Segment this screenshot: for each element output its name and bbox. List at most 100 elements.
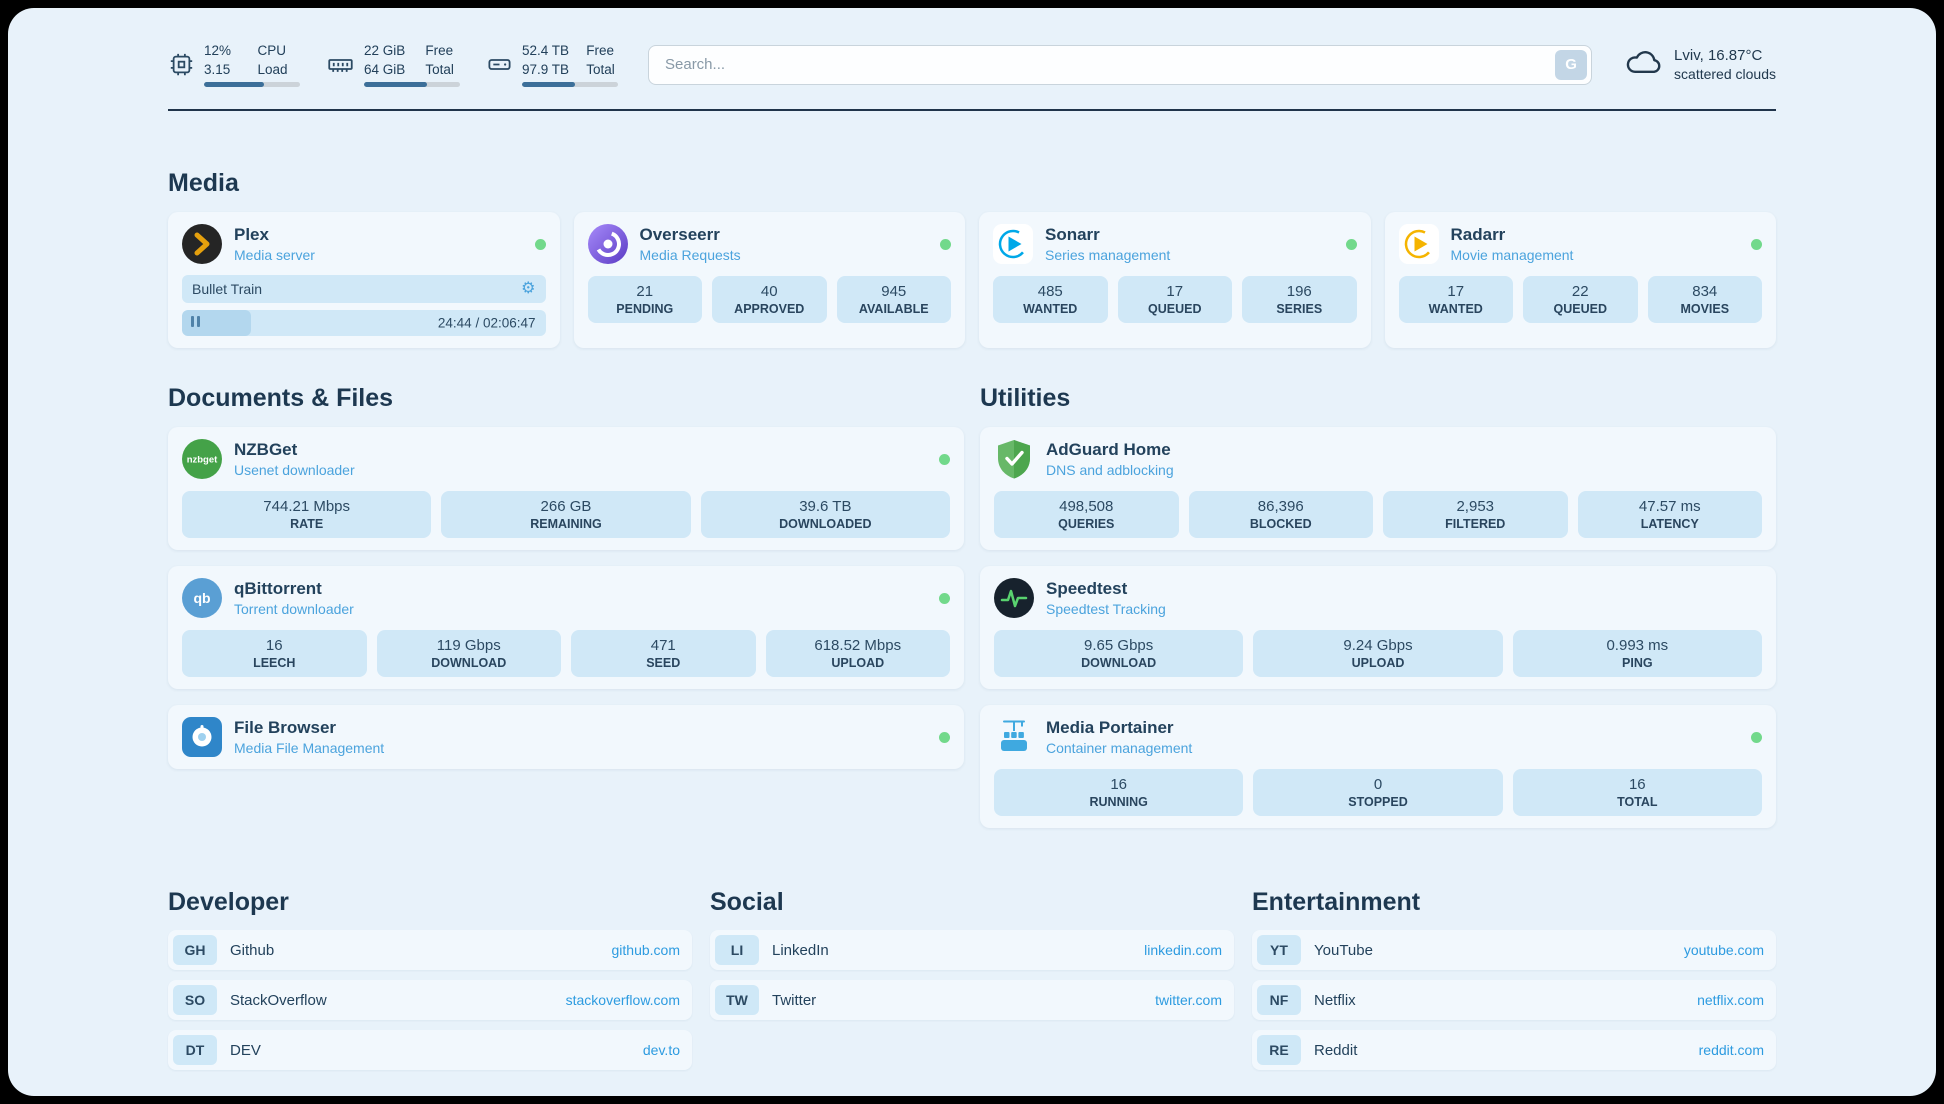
section-title-media: Media: [168, 169, 239, 198]
disk-usage-bar-fill: [522, 82, 575, 88]
app-card-sonarr[interactable]: Sonarr Series management 485 WANTED 17 Q…: [979, 212, 1371, 349]
stat-movies: 834 MOVIES: [1647, 276, 1762, 324]
app-name: Overseerr: [639, 225, 720, 245]
ram-free-value: 22 GiB: [364, 43, 406, 58]
stat-value: 16: [265, 637, 283, 655]
bookmark-name: StackOverflow: [230, 991, 327, 1009]
app-subtitle: Torrent downloader: [234, 601, 354, 618]
stat-value: 17: [1447, 283, 1465, 301]
stat-total: 16 TOTAL: [1512, 769, 1762, 817]
app-subtitle: Container management: [1046, 740, 1193, 757]
stat-value: 618.52 Mbps: [814, 637, 902, 655]
stat-filtered: 2,953 FILTERED: [1383, 491, 1568, 539]
bookmark-linkedin[interactable]: LI LinkedIn linkedin.com: [710, 930, 1234, 971]
portainer-icon: [994, 717, 1034, 757]
bookmark-dev[interactable]: DT DEV dev.to: [168, 1030, 692, 1071]
search-input[interactable]: [648, 44, 1593, 85]
cpu-usage-bar-fill: [204, 82, 264, 88]
gear-icon[interactable]: ⚙: [521, 280, 536, 298]
stat-queued: 22 QUEUED: [1523, 276, 1638, 324]
bookmark-badge: LI: [715, 935, 759, 966]
speedtest-icon: [994, 578, 1034, 619]
stat-download: 9.65 Gbps DOWNLOAD: [994, 630, 1244, 678]
weather-location: Lviv, 16.87°C: [1674, 47, 1763, 65]
stat-label: PENDING: [616, 302, 674, 317]
bookmark-github[interactable]: GH Github github.com: [168, 930, 692, 971]
disk-total-value: 97.9 TB: [522, 61, 570, 77]
stat-upload: 9.24 Gbps UPLOAD: [1253, 630, 1503, 678]
bookmark-name: YouTube: [1314, 941, 1373, 959]
bookmark-url: reddit.com: [1698, 1042, 1764, 1059]
stat-value: 834: [1692, 283, 1718, 301]
bookmark-name: DEV: [230, 1041, 261, 1059]
stat-value: 471: [650, 637, 676, 655]
stat-label: LEECH: [253, 656, 296, 671]
app-subtitle: Media File Management: [234, 740, 385, 757]
cpu-load-label: Load: [257, 61, 288, 77]
stat-value: 266 GB: [540, 498, 592, 516]
disk-metric: 52.4 TB Free 97.9 TB Total: [486, 42, 618, 88]
app-card-plex[interactable]: Plex Media server Bullet Train ⚙ 24:44 /…: [168, 212, 560, 349]
stat-value: 498,508: [1059, 498, 1114, 516]
svg-text:qb: qb: [193, 590, 210, 606]
bookmark-youtube[interactable]: YT YouTube youtube.com: [1252, 930, 1776, 971]
app-card-qbittorrent[interactable]: qb qBittorrent Torrent downloader 16 LEE…: [168, 566, 964, 690]
bookmarks-section: Developer GH Github github.com SO StackO…: [168, 888, 1776, 1080]
header-divider: [168, 109, 1776, 112]
weather-condition: scattered clouds: [1674, 66, 1776, 83]
ram-free-label: Free: [425, 43, 454, 58]
app-card-speedtest[interactable]: Speedtest Speedtest Tracking 9.65 Gbps D…: [980, 566, 1776, 690]
stat-label: DOWNLOAD: [431, 656, 507, 671]
ram-total-value: 64 GiB: [364, 61, 406, 77]
qbittorrent-icon: qb: [182, 578, 222, 619]
app-name: Speedtest: [1046, 579, 1128, 599]
stat-downloaded: 39.6 TB DOWNLOADED: [700, 491, 950, 539]
app-card-filebrowser[interactable]: File Browser Media File Management: [168, 705, 964, 770]
stat-wanted: 17 WANTED: [1398, 276, 1513, 324]
stat-value: 17: [1166, 283, 1184, 301]
app-subtitle: Media server: [234, 247, 315, 264]
stat-series: 196 SERIES: [1242, 276, 1357, 324]
section-title-developer: Developer: [168, 888, 289, 917]
bookmark-twitter[interactable]: TW Twitter twitter.com: [710, 980, 1234, 1021]
disk-icon: [486, 51, 513, 78]
bookmark-url: youtube.com: [1683, 942, 1764, 959]
app-card-portainer[interactable]: Media Portainer Container management 16 …: [980, 705, 1776, 829]
stat-label: SEED: [646, 656, 681, 671]
stat-value: 86,396: [1257, 498, 1304, 516]
status-dot: [1345, 238, 1357, 250]
cpu-load-value: 3.15: [204, 61, 231, 77]
app-card-radarr[interactable]: Radarr Movie management 17 WANTED 22 QUE…: [1384, 212, 1776, 349]
developer-bookmarks: Developer GH Github github.com SO StackO…: [168, 888, 692, 1080]
stat-label: UPLOAD: [831, 656, 885, 671]
app-name: Radarr: [1450, 225, 1506, 245]
stat-pending: 21 PENDING: [587, 276, 702, 324]
stat-value: 16: [1110, 776, 1127, 794]
system-metrics: 12% CPU 3.15 Load: [168, 42, 618, 88]
stat-label: AVAILABLE: [858, 302, 929, 317]
bookmark-netflix[interactable]: NF Netflix netflix.com: [1252, 980, 1776, 1021]
status-dot: [534, 238, 546, 250]
bookmark-reddit[interactable]: RE Reddit reddit.com: [1252, 1030, 1776, 1071]
ram-total-label: Total: [425, 61, 454, 77]
sonarr-icon: [993, 224, 1033, 265]
section-title-entertainment: Entertainment: [1252, 888, 1421, 917]
app-card-nzbget[interactable]: nzbget NZBGet Usenet downloader 744.21 M…: [168, 427, 964, 551]
stat-blocked: 86,396 BLOCKED: [1188, 491, 1373, 539]
bookmark-name: LinkedIn: [772, 941, 829, 959]
stat-label: REMAINING: [530, 517, 602, 532]
documents-column: Documents & Files nzbget NZBGet Usenet d…: [168, 348, 964, 844]
status-dot: [939, 592, 950, 604]
app-subtitle: Series management: [1045, 247, 1171, 264]
stat-label: SERIES: [1276, 302, 1323, 317]
app-card-adguard[interactable]: AdGuard Home DNS and adblocking 498,508 …: [980, 427, 1776, 551]
cpu-usage-label: CPU: [257, 43, 286, 58]
bookmark-badge: YT: [1257, 935, 1301, 966]
app-name: AdGuard Home: [1046, 440, 1171, 460]
app-card-overseerr[interactable]: Overseerr Media Requests 21 PENDING 40 A…: [573, 212, 965, 349]
google-search-button[interactable]: G: [1555, 49, 1588, 80]
bookmark-name: Reddit: [1314, 1041, 1358, 1059]
bookmark-stackoverflow[interactable]: SO StackOverflow stackoverflow.com: [168, 980, 692, 1021]
status-dot: [939, 453, 950, 465]
playback-progress-bar: 24:44 / 02:06:47: [182, 310, 546, 337]
